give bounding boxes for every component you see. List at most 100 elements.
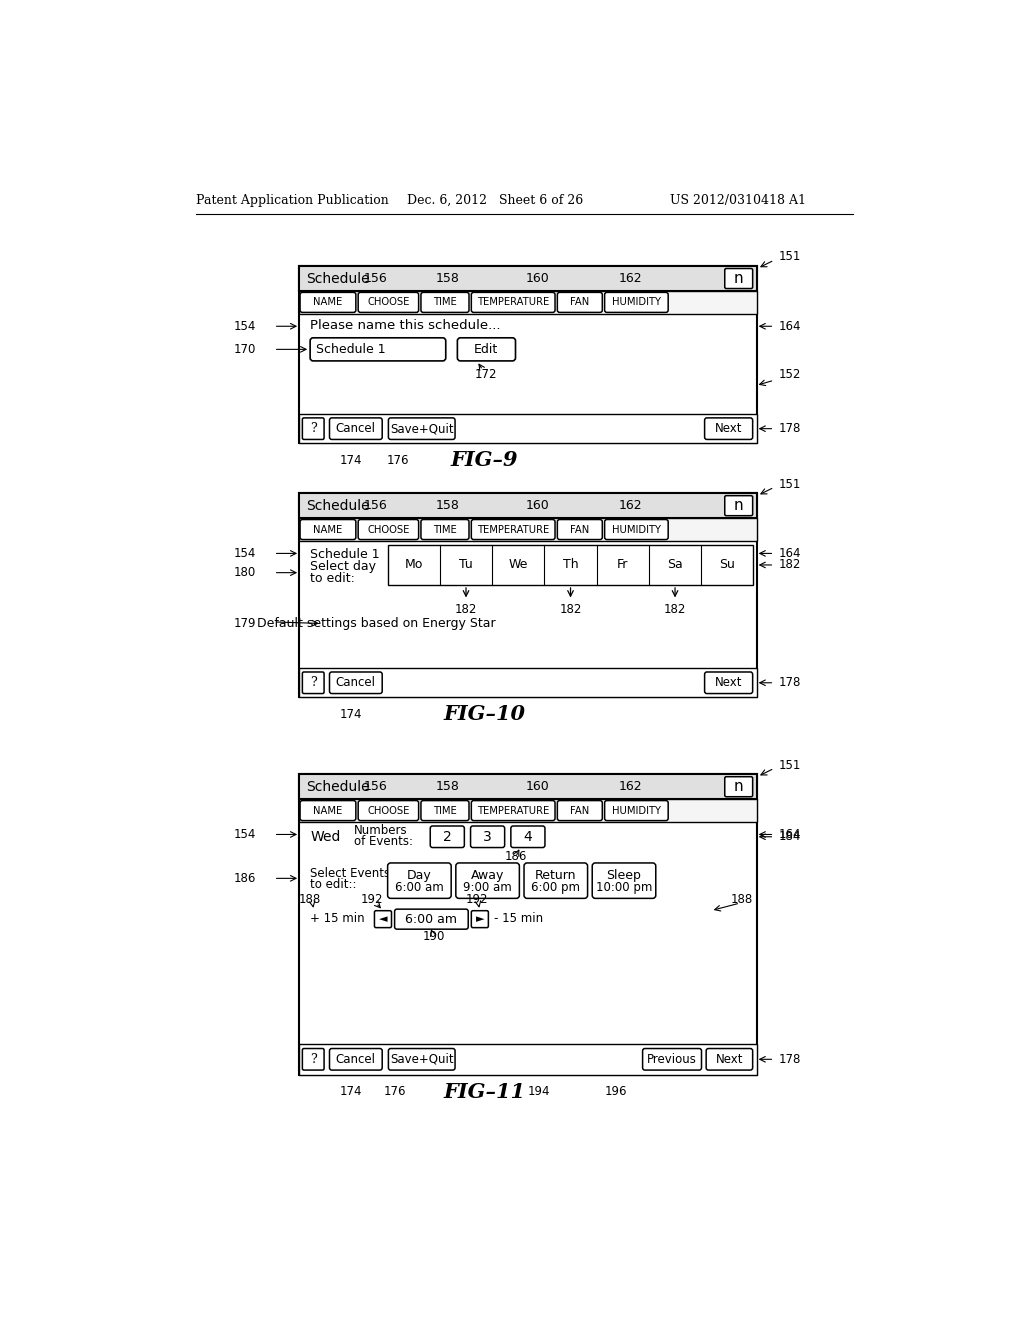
Text: 170: 170 bbox=[233, 343, 256, 356]
Bar bbox=[299, 290, 758, 314]
Text: 154: 154 bbox=[233, 828, 256, 841]
Text: n: n bbox=[734, 779, 743, 795]
Bar bbox=[299, 1044, 758, 1074]
Text: FAN: FAN bbox=[570, 297, 590, 308]
Text: US 2012/0310418 A1: US 2012/0310418 A1 bbox=[671, 194, 807, 207]
Text: 182: 182 bbox=[664, 603, 686, 616]
Text: FAN: FAN bbox=[570, 805, 590, 816]
Text: 158: 158 bbox=[435, 499, 459, 512]
Text: Next: Next bbox=[715, 422, 742, 436]
Text: 182: 182 bbox=[455, 603, 477, 616]
Text: Su: Su bbox=[719, 558, 735, 572]
Text: 164: 164 bbox=[779, 319, 802, 333]
FancyBboxPatch shape bbox=[604, 293, 669, 313]
FancyBboxPatch shape bbox=[421, 293, 469, 313]
Text: ?: ? bbox=[310, 422, 316, 436]
Bar bbox=[299, 267, 758, 444]
Text: 151: 151 bbox=[779, 759, 802, 772]
FancyBboxPatch shape bbox=[302, 1048, 324, 1071]
Text: 6:00 pm: 6:00 pm bbox=[531, 880, 581, 894]
Text: 180: 180 bbox=[233, 566, 256, 579]
FancyBboxPatch shape bbox=[471, 520, 555, 540]
Text: Schedule 1: Schedule 1 bbox=[310, 548, 380, 561]
FancyBboxPatch shape bbox=[388, 1048, 455, 1071]
Bar bbox=[388, 545, 754, 585]
Text: 6:00 am: 6:00 am bbox=[395, 880, 443, 894]
Text: 174: 174 bbox=[340, 1085, 362, 1098]
Text: Please name this schedule...: Please name this schedule... bbox=[310, 319, 501, 333]
FancyBboxPatch shape bbox=[300, 293, 356, 313]
Text: TEMPERATURE: TEMPERATURE bbox=[477, 524, 549, 535]
FancyBboxPatch shape bbox=[725, 268, 753, 289]
FancyBboxPatch shape bbox=[388, 418, 455, 440]
Text: 174: 174 bbox=[340, 454, 362, 467]
Text: NAME: NAME bbox=[313, 805, 343, 816]
Text: TEMPERATURE: TEMPERATURE bbox=[477, 297, 549, 308]
Text: + 15 min: + 15 min bbox=[310, 912, 365, 925]
FancyBboxPatch shape bbox=[421, 800, 469, 821]
Text: HUMIDITY: HUMIDITY bbox=[612, 524, 660, 535]
Text: Save+Quit: Save+Quit bbox=[390, 1053, 454, 1065]
FancyBboxPatch shape bbox=[604, 800, 669, 821]
FancyBboxPatch shape bbox=[358, 800, 419, 821]
Text: Schedule: Schedule bbox=[306, 499, 370, 512]
Text: NAME: NAME bbox=[313, 297, 343, 308]
Bar bbox=[299, 494, 758, 517]
Text: 182: 182 bbox=[559, 603, 582, 616]
Text: Numbers: Numbers bbox=[354, 824, 408, 837]
Text: FIG–10: FIG–10 bbox=[443, 705, 525, 725]
FancyBboxPatch shape bbox=[330, 1048, 382, 1071]
Text: 160: 160 bbox=[525, 272, 549, 285]
Bar bbox=[299, 414, 758, 444]
Text: 178: 178 bbox=[779, 1053, 802, 1065]
Text: Mo: Mo bbox=[404, 558, 423, 572]
Text: 179: 179 bbox=[233, 616, 256, 630]
Text: 162: 162 bbox=[618, 499, 642, 512]
Text: Schedule: Schedule bbox=[306, 780, 370, 793]
FancyBboxPatch shape bbox=[330, 672, 382, 693]
Text: 2: 2 bbox=[443, 830, 452, 843]
Text: 192: 192 bbox=[466, 894, 488, 907]
Text: Away: Away bbox=[471, 869, 504, 882]
FancyBboxPatch shape bbox=[330, 418, 382, 440]
Text: Schedule 1: Schedule 1 bbox=[315, 343, 385, 356]
Text: 172: 172 bbox=[475, 367, 498, 380]
Text: Sa: Sa bbox=[668, 558, 683, 572]
FancyBboxPatch shape bbox=[557, 520, 602, 540]
Text: - 15 min: - 15 min bbox=[494, 912, 543, 925]
Text: 178: 178 bbox=[779, 422, 802, 436]
Text: ►: ► bbox=[475, 915, 484, 924]
Text: TIME: TIME bbox=[433, 805, 457, 816]
Text: 156: 156 bbox=[365, 499, 388, 512]
FancyBboxPatch shape bbox=[300, 800, 356, 821]
Text: Previous: Previous bbox=[647, 1053, 697, 1065]
Text: n: n bbox=[734, 271, 743, 286]
FancyBboxPatch shape bbox=[310, 338, 445, 360]
FancyBboxPatch shape bbox=[643, 1048, 701, 1071]
Text: TIME: TIME bbox=[433, 524, 457, 535]
Text: 160: 160 bbox=[525, 499, 549, 512]
Text: 186: 186 bbox=[504, 850, 526, 863]
FancyBboxPatch shape bbox=[604, 520, 669, 540]
Text: CHOOSE: CHOOSE bbox=[368, 297, 410, 308]
FancyBboxPatch shape bbox=[471, 826, 505, 847]
Text: Wed: Wed bbox=[310, 830, 341, 843]
Text: 162: 162 bbox=[618, 780, 642, 793]
Bar bbox=[299, 775, 758, 1074]
FancyBboxPatch shape bbox=[524, 863, 588, 899]
FancyBboxPatch shape bbox=[388, 863, 452, 899]
Text: 154: 154 bbox=[233, 319, 256, 333]
FancyBboxPatch shape bbox=[358, 520, 419, 540]
Text: NAME: NAME bbox=[313, 524, 343, 535]
Text: FIG–9: FIG–9 bbox=[451, 450, 518, 470]
Text: HUMIDITY: HUMIDITY bbox=[612, 805, 660, 816]
FancyBboxPatch shape bbox=[421, 520, 469, 540]
Text: 154: 154 bbox=[233, 546, 256, 560]
Text: Fr: Fr bbox=[617, 558, 629, 572]
FancyBboxPatch shape bbox=[456, 863, 519, 899]
Bar bbox=[299, 775, 758, 799]
Text: ◄: ◄ bbox=[379, 915, 387, 924]
Text: 164: 164 bbox=[779, 546, 802, 560]
FancyBboxPatch shape bbox=[300, 520, 356, 540]
Text: TIME: TIME bbox=[433, 297, 457, 308]
